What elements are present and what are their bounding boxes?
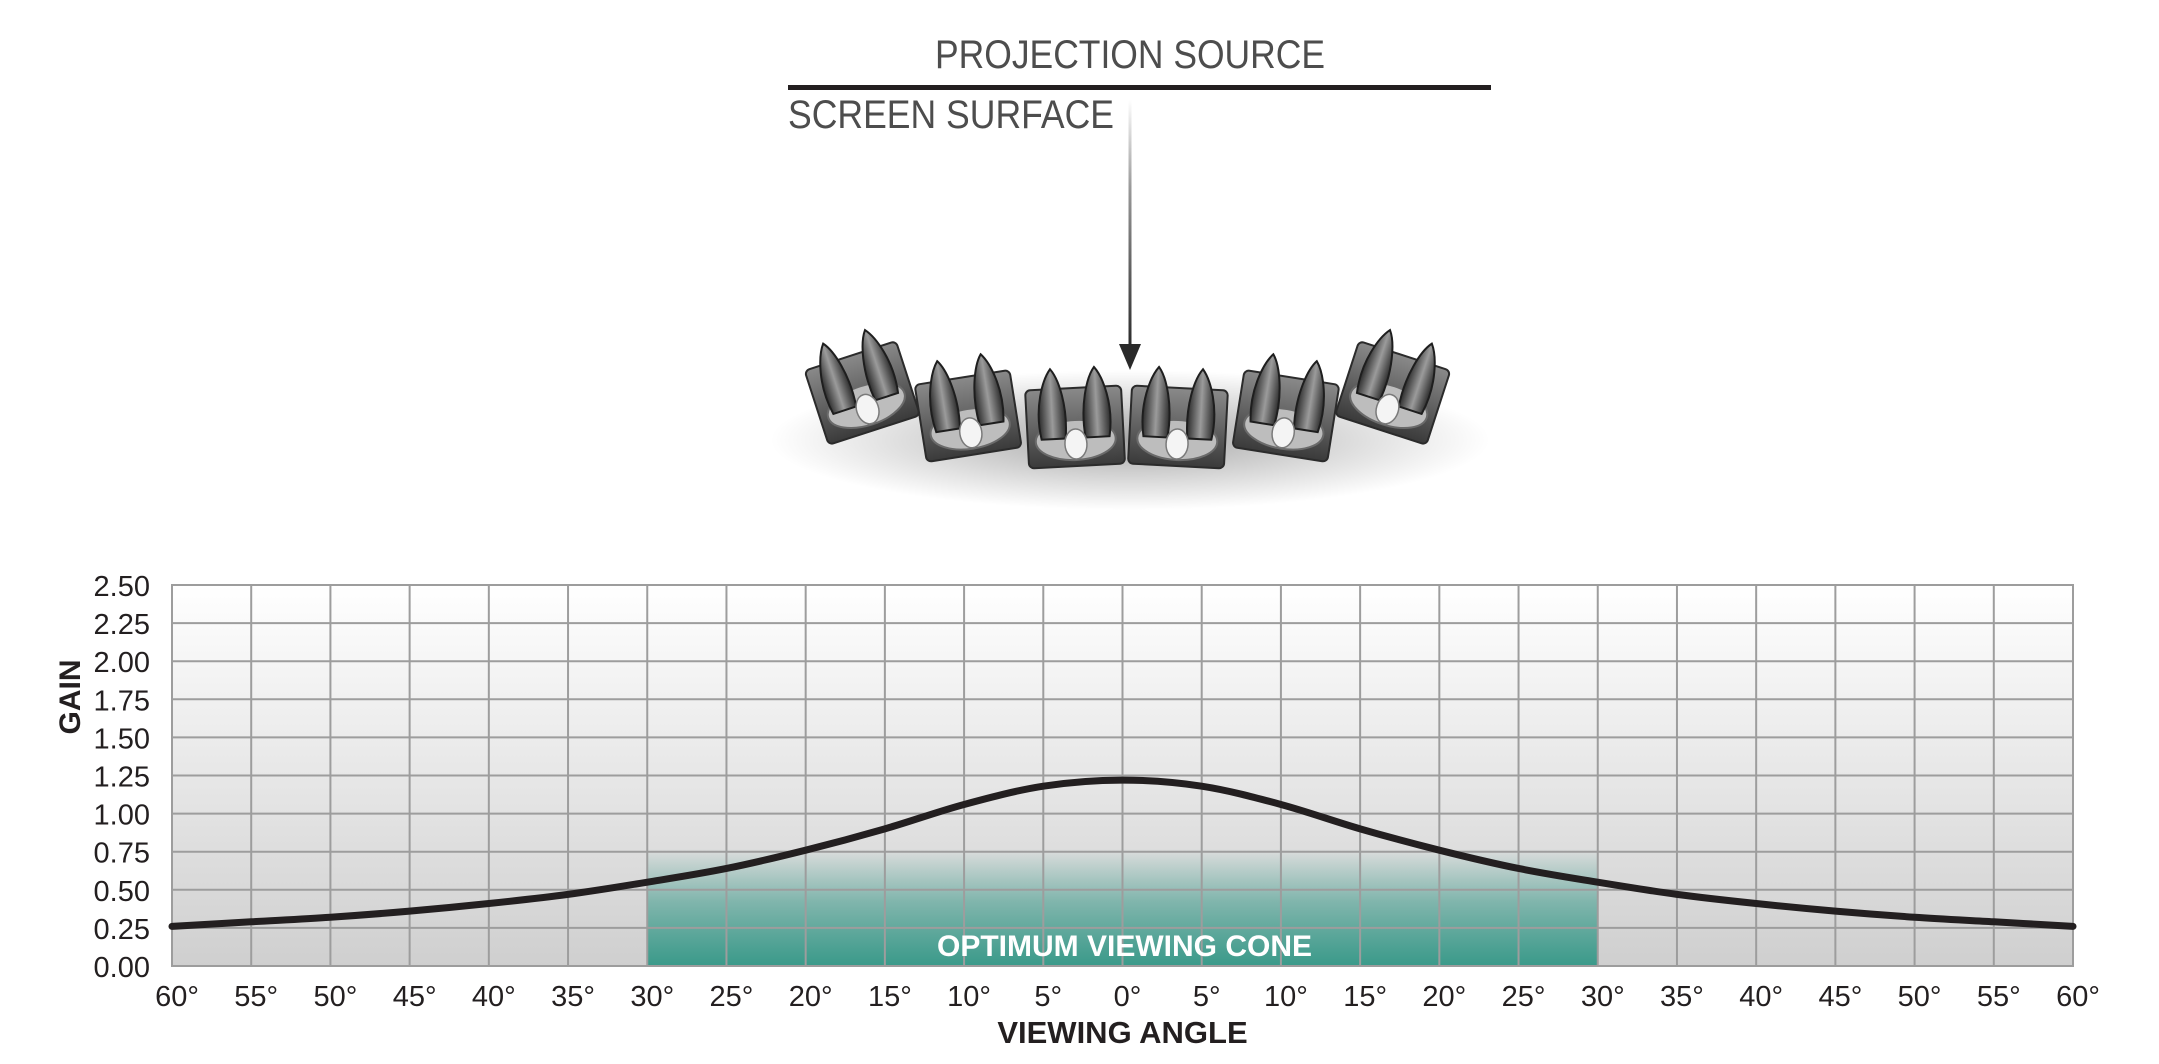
x-tick-label: 50° [1898,981,1942,1013]
y-axis-label: GAIN [54,660,87,735]
screen-surface-label: SCREEN SURFACE [788,93,1114,137]
y-tick-label: 1.75 [94,685,150,717]
x-tick-label: 30° [630,981,674,1013]
seat-icon [1127,365,1229,470]
x-tick-label: 50° [313,981,357,1013]
gain-curve [168,776,2077,930]
x-tick-label: 20° [789,981,833,1013]
projection-beam [1128,100,1132,348]
seat-icon [804,328,920,445]
projection-arrow-head [1119,344,1141,370]
x-tick-label: 55° [1977,981,2021,1013]
y-tick-label: 2.00 [94,647,150,679]
x-tick-label: 20° [1422,981,1466,1013]
projection-source-label: PROJECTION SOURCE [935,33,1325,77]
y-tick-label: 0.75 [94,838,150,870]
x-tick-label: 25° [710,981,754,1013]
y-tick-label: 0.00 [94,952,150,984]
x-tick-label: 35° [551,981,595,1013]
x-tick-label: 60° [2056,981,2100,1013]
gain-chart: OPTIMUM VIEWING CONE 2.50 2.25 2.00 1.75 1.5… [54,571,2100,1050]
y-tick-label: 1.00 [94,800,150,832]
x-tick-label: 40° [1739,981,1783,1013]
projection-diagram: PROJECTION SOURCE SCREEN SURFACE [770,33,1491,510]
x-tick-label: 45° [1818,981,1862,1013]
optimum-viewing-cone-label: OPTIMUM VIEWING CONE [937,930,1312,963]
x-tick-label: 30° [1581,981,1625,1013]
x-tick-label: 5° [1193,981,1221,1013]
y-axis-ticks: 2.50 2.25 2.00 1.75 1.50 1.25 1.00 0.75 0.50 0.25… [94,571,150,984]
x-tick-label: 0° [1114,981,1142,1013]
x-tick-label: 25° [1502,981,1546,1013]
seat-icon [1232,352,1340,463]
y-tick-label: 1.25 [94,762,150,794]
seat-icon [1335,328,1451,445]
x-tick-label: 5° [1034,981,1062,1013]
plot-frame [171,584,2074,967]
x-axis-ticks: 60° 55° 50° 45° 40° 35° 30° 25° 20° 15° 10° 5° 0° 5° 1… [155,981,2100,1013]
x-tick-label: 35° [1660,981,1704,1013]
x-tick-label: 45° [393,981,437,1013]
y-tick-label: 2.25 [94,609,150,641]
x-tick-label: 15° [1343,981,1387,1013]
x-tick-label: 10° [1264,981,1308,1013]
seating-row [804,328,1451,470]
y-tick-label: 0.50 [94,876,150,908]
x-tick-label: 15° [868,981,912,1013]
seat-icon [1024,365,1126,470]
x-tick-label: 60° [155,981,199,1013]
y-tick-label: 1.50 [94,723,150,755]
seat-icon [914,352,1022,463]
screen-surface-line [788,85,1491,90]
x-tick-label: 10° [947,981,991,1013]
x-axis-label: VIEWING ANGLE [997,1015,1247,1050]
x-tick-label: 40° [472,981,516,1013]
x-tick-label: 55° [234,981,278,1013]
y-tick-label: 0.25 [94,914,150,946]
y-tick-label: 2.50 [94,571,150,603]
